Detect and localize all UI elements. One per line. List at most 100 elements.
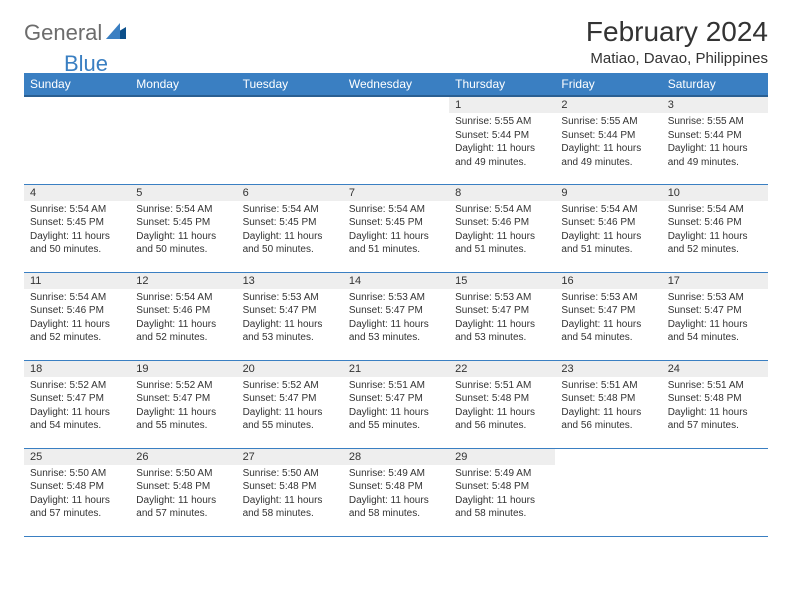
day-details: Sunrise: 5:54 AMSunset: 5:46 PMDaylight:… [555,201,661,261]
day-number: 11 [24,273,130,289]
sunrise-text: Sunrise: 5:54 AM [349,203,443,217]
day-number: 28 [343,449,449,465]
day-number: 17 [662,273,768,289]
day-number: 9 [555,185,661,201]
sunrise-text: Sunrise: 5:54 AM [30,203,124,217]
daylight-text: Daylight: 11 hours and 51 minutes. [561,230,655,257]
sunset-text: Sunset: 5:48 PM [561,392,655,406]
daylight-text: Daylight: 11 hours and 49 minutes. [455,142,549,169]
calendar-cell [24,96,130,184]
daylight-text: Daylight: 11 hours and 55 minutes. [349,406,443,433]
day-details: Sunrise: 5:54 AMSunset: 5:46 PMDaylight:… [662,201,768,261]
title-block: February 2024 Matiao, Davao, Philippines [586,16,768,67]
sunrise-text: Sunrise: 5:54 AM [136,203,230,217]
calendar-cell: 19Sunrise: 5:52 AMSunset: 5:47 PMDayligh… [130,360,236,448]
sunset-text: Sunset: 5:47 PM [30,392,124,406]
daylight-text: Daylight: 11 hours and 58 minutes. [243,494,337,521]
daylight-text: Daylight: 11 hours and 51 minutes. [349,230,443,257]
sunset-text: Sunset: 5:47 PM [136,392,230,406]
calendar-cell: 3Sunrise: 5:55 AMSunset: 5:44 PMDaylight… [662,96,768,184]
day-number: 26 [130,449,236,465]
day-number: 8 [449,185,555,201]
sunset-text: Sunset: 5:48 PM [136,480,230,494]
day-details: Sunrise: 5:55 AMSunset: 5:44 PMDaylight:… [555,113,661,173]
day-details: Sunrise: 5:54 AMSunset: 5:45 PMDaylight:… [343,201,449,261]
sunset-text: Sunset: 5:48 PM [349,480,443,494]
sunrise-text: Sunrise: 5:54 AM [561,203,655,217]
weekday-header: Friday [555,73,661,96]
logo: General [24,16,128,46]
sunset-text: Sunset: 5:47 PM [349,392,443,406]
day-details: Sunrise: 5:51 AMSunset: 5:48 PMDaylight:… [662,377,768,437]
sunset-text: Sunset: 5:46 PM [668,216,762,230]
day-number: 25 [24,449,130,465]
daylight-text: Daylight: 11 hours and 50 minutes. [136,230,230,257]
day-details: Sunrise: 5:51 AMSunset: 5:48 PMDaylight:… [449,377,555,437]
calendar-cell: 14Sunrise: 5:53 AMSunset: 5:47 PMDayligh… [343,272,449,360]
daylight-text: Daylight: 11 hours and 54 minutes. [561,318,655,345]
sunrise-text: Sunrise: 5:55 AM [455,115,549,129]
calendar-cell: 4Sunrise: 5:54 AMSunset: 5:45 PMDaylight… [24,184,130,272]
day-details: Sunrise: 5:50 AMSunset: 5:48 PMDaylight:… [24,465,130,525]
sunset-text: Sunset: 5:47 PM [243,304,337,318]
calendar-cell: 22Sunrise: 5:51 AMSunset: 5:48 PMDayligh… [449,360,555,448]
sunrise-text: Sunrise: 5:54 AM [243,203,337,217]
calendar-cell: 7Sunrise: 5:54 AMSunset: 5:45 PMDaylight… [343,184,449,272]
day-number: 23 [555,361,661,377]
calendar-cell: 11Sunrise: 5:54 AMSunset: 5:46 PMDayligh… [24,272,130,360]
day-details: Sunrise: 5:51 AMSunset: 5:48 PMDaylight:… [555,377,661,437]
day-number: 18 [24,361,130,377]
sunrise-text: Sunrise: 5:51 AM [349,379,443,393]
sunset-text: Sunset: 5:45 PM [136,216,230,230]
calendar-cell [130,96,236,184]
day-number [24,97,130,113]
sunset-text: Sunset: 5:48 PM [455,480,549,494]
calendar-table: Sunday Monday Tuesday Wednesday Thursday… [24,73,768,537]
day-number: 19 [130,361,236,377]
day-number [662,449,768,465]
day-number: 6 [237,185,343,201]
sunset-text: Sunset: 5:45 PM [349,216,443,230]
calendar-cell [662,448,768,536]
sunrise-text: Sunrise: 5:49 AM [349,467,443,481]
sunrise-text: Sunrise: 5:54 AM [455,203,549,217]
day-details: Sunrise: 5:55 AMSunset: 5:44 PMDaylight:… [449,113,555,173]
sunset-text: Sunset: 5:48 PM [30,480,124,494]
weekday-header: Saturday [662,73,768,96]
day-details: Sunrise: 5:53 AMSunset: 5:47 PMDaylight:… [449,289,555,349]
sunrise-text: Sunrise: 5:52 AM [136,379,230,393]
sunset-text: Sunset: 5:45 PM [243,216,337,230]
calendar-week-row: 4Sunrise: 5:54 AMSunset: 5:45 PMDaylight… [24,184,768,272]
calendar-cell: 13Sunrise: 5:53 AMSunset: 5:47 PMDayligh… [237,272,343,360]
daylight-text: Daylight: 11 hours and 55 minutes. [136,406,230,433]
day-number: 16 [555,273,661,289]
daylight-text: Daylight: 11 hours and 52 minutes. [668,230,762,257]
calendar-week-row: 18Sunrise: 5:52 AMSunset: 5:47 PMDayligh… [24,360,768,448]
daylight-text: Daylight: 11 hours and 57 minutes. [668,406,762,433]
sunrise-text: Sunrise: 5:52 AM [30,379,124,393]
sunset-text: Sunset: 5:48 PM [668,392,762,406]
sunset-text: Sunset: 5:47 PM [668,304,762,318]
day-number: 4 [24,185,130,201]
day-details: Sunrise: 5:52 AMSunset: 5:47 PMDaylight:… [130,377,236,437]
day-number [343,97,449,113]
day-number: 14 [343,273,449,289]
calendar-cell: 15Sunrise: 5:53 AMSunset: 5:47 PMDayligh… [449,272,555,360]
logo-text-general: General [24,20,102,46]
calendar-cell [237,96,343,184]
day-number [237,97,343,113]
sunset-text: Sunset: 5:44 PM [455,129,549,143]
daylight-text: Daylight: 11 hours and 51 minutes. [455,230,549,257]
calendar-cell: 1Sunrise: 5:55 AMSunset: 5:44 PMDaylight… [449,96,555,184]
daylight-text: Daylight: 11 hours and 50 minutes. [30,230,124,257]
day-details: Sunrise: 5:54 AMSunset: 5:45 PMDaylight:… [24,201,130,261]
weekday-header: Thursday [449,73,555,96]
daylight-text: Daylight: 11 hours and 55 minutes. [243,406,337,433]
calendar-cell: 9Sunrise: 5:54 AMSunset: 5:46 PMDaylight… [555,184,661,272]
calendar-cell [555,448,661,536]
sunrise-text: Sunrise: 5:52 AM [243,379,337,393]
day-details: Sunrise: 5:55 AMSunset: 5:44 PMDaylight:… [662,113,768,173]
calendar-cell: 23Sunrise: 5:51 AMSunset: 5:48 PMDayligh… [555,360,661,448]
day-details: Sunrise: 5:50 AMSunset: 5:48 PMDaylight:… [130,465,236,525]
day-details: Sunrise: 5:52 AMSunset: 5:47 PMDaylight:… [24,377,130,437]
